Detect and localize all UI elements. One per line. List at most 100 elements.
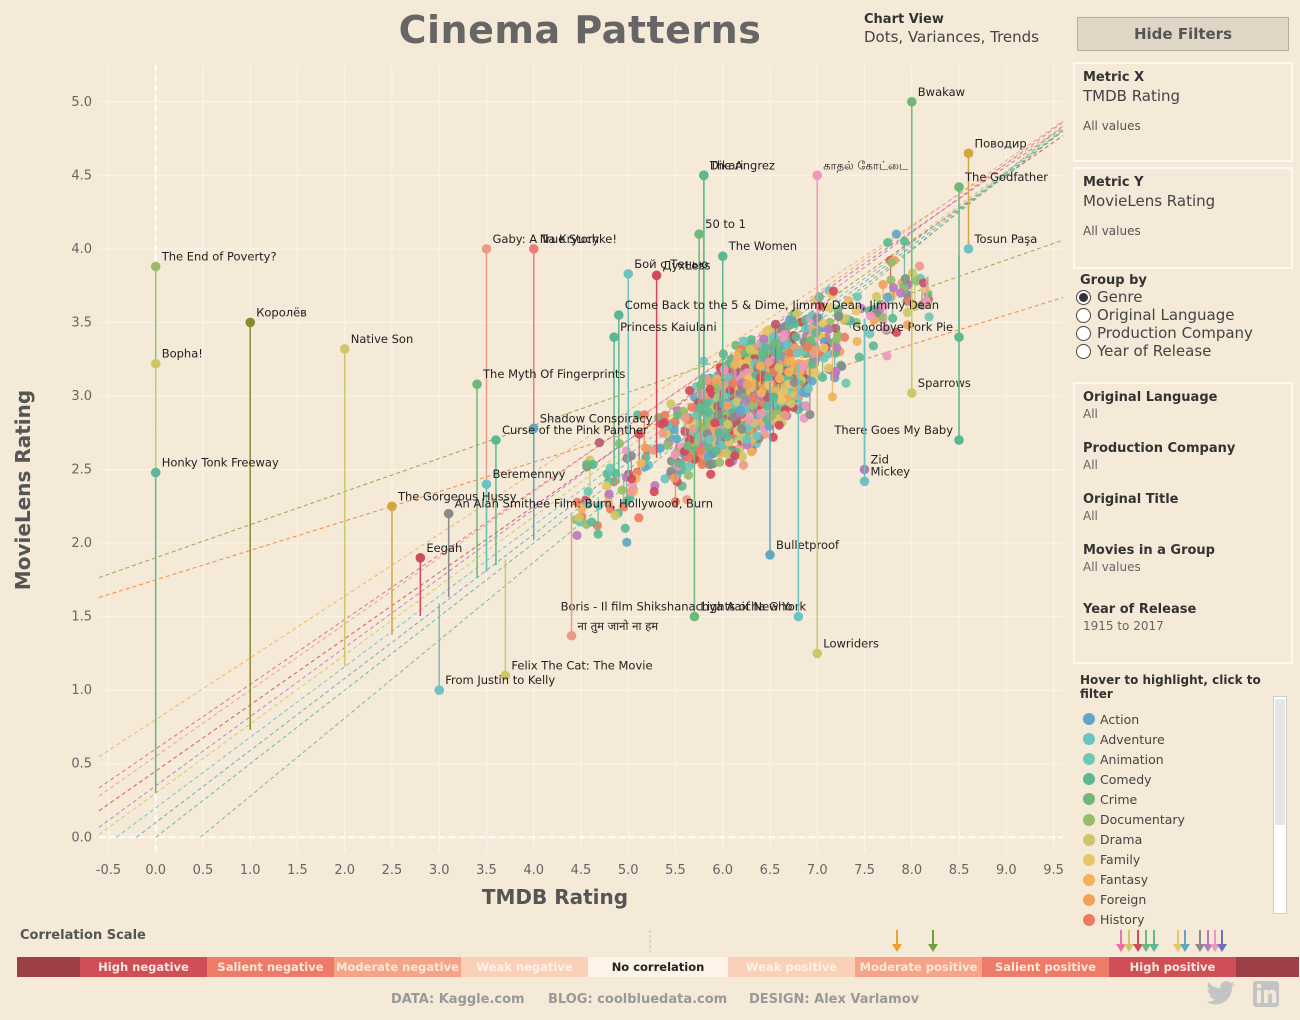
filter-production-company[interactable]: Production Company All	[1083, 441, 1236, 472]
data-point	[812, 170, 823, 181]
legend-item-animation[interactable]: Animation	[1083, 749, 1293, 769]
data-point	[746, 447, 757, 457]
data-point	[954, 182, 964, 192]
data-point	[896, 288, 906, 298]
filter-original-title[interactable]: Original Title All	[1083, 492, 1179, 523]
filter-movies-in-group[interactable]: Movies in a Group All values	[1083, 543, 1215, 574]
radio-icon[interactable]	[1076, 325, 1091, 341]
data-point	[666, 466, 676, 476]
metric-x-label: Metric X	[1083, 70, 1145, 85]
data-point	[911, 276, 922, 286]
point-label: Sparrows	[918, 376, 971, 390]
twitter-icon[interactable]	[1205, 980, 1237, 1008]
data-point	[823, 324, 833, 334]
data-point	[954, 435, 964, 445]
point-label: Gaby: A True Story	[492, 232, 599, 246]
point-label: Mickey	[871, 464, 911, 478]
metric-y-label: Metric Y	[1083, 175, 1144, 190]
point-label: There Goes My Baby	[833, 423, 953, 437]
correlation-arrow-head	[1116, 944, 1126, 952]
point-label: The Godfather	[964, 170, 1048, 184]
x-tick-label: 9.5	[1043, 863, 1064, 878]
filter-original-language[interactable]: Original Language All	[1083, 390, 1218, 421]
data-point	[710, 418, 720, 428]
scale-label: No correlation	[612, 960, 705, 974]
data-point	[666, 399, 676, 409]
data-point	[713, 410, 723, 420]
point-label: Королёв	[256, 305, 307, 319]
group-by-option-company[interactable]: Production Company	[1076, 324, 1291, 342]
group-by-option-genre[interactable]: Genre	[1076, 288, 1291, 306]
group-by-option-year[interactable]: Year of Release	[1076, 342, 1291, 360]
metric-y-sub[interactable]: All values	[1083, 224, 1141, 238]
chart-view-control[interactable]: Chart View Dots, Variances, Trends	[864, 12, 1039, 46]
point-label: Curse of the Pink Panther	[502, 423, 648, 437]
data-point	[801, 401, 811, 411]
data-point	[739, 336, 749, 346]
point-label: ना तुम जानो ना हम	[578, 619, 660, 634]
legend-swatch	[1083, 913, 1095, 926]
radio-icon[interactable]	[1076, 307, 1091, 323]
data-point	[807, 359, 818, 369]
data-point	[660, 410, 670, 420]
data-point	[626, 487, 636, 497]
legend-swatch	[1083, 773, 1095, 786]
scale-segment	[334, 957, 461, 977]
legend-item-comedy[interactable]: Comedy	[1083, 769, 1293, 789]
data-point	[900, 274, 911, 284]
data-point	[792, 308, 802, 318]
correlation-arrow-head	[1141, 944, 1151, 952]
point-label: Boris - Il film Shikshanachya Aaicha Gho	[561, 600, 793, 614]
metric-x-value[interactable]: TMDB Rating	[1083, 87, 1181, 105]
correlation-arrow-head	[1210, 944, 1220, 952]
scale-label: Weak positive	[746, 960, 837, 974]
radio-icon[interactable]	[1076, 343, 1091, 359]
metric-y-card[interactable]: Metric Y MovieLens Rating All values	[1073, 167, 1293, 269]
metric-x-sub[interactable]: All values	[1083, 119, 1141, 133]
data-point	[669, 473, 680, 483]
point-cloud	[571, 229, 934, 547]
legend-item-fantasy[interactable]: Fantasy	[1083, 870, 1293, 890]
data-point	[472, 379, 482, 390]
x-tick-label: 5.5	[665, 863, 686, 878]
data-point	[617, 485, 627, 495]
y-tick-label: 5.0	[71, 95, 92, 110]
chart-view-value[interactable]: Dots, Variances, Trends	[864, 28, 1039, 46]
data-point	[851, 306, 862, 316]
filter-year-of-release[interactable]: Year of Release 1915 to 2017	[1083, 602, 1197, 633]
legend-item-family[interactable]: Family	[1083, 850, 1293, 870]
data-point	[811, 328, 821, 338]
correlation-scale-title: Correlation Scale	[20, 928, 146, 943]
data-point	[742, 379, 752, 389]
legend-item-drama[interactable]: Drama	[1083, 830, 1293, 850]
legend-item-action[interactable]: Action	[1083, 709, 1293, 729]
legend-item-foreign[interactable]: Foreign	[1083, 890, 1293, 910]
group-by-option-language[interactable]: Original Language	[1076, 306, 1291, 324]
filter-card: Original Language All Production Company A…	[1073, 382, 1293, 664]
legend-item-history[interactable]: History	[1083, 910, 1293, 930]
legend-swatch	[1083, 873, 1095, 886]
data-point	[636, 458, 646, 468]
legend-item-documentary[interactable]: Documentary	[1083, 809, 1293, 829]
legend-item-crime[interactable]: Crime	[1083, 789, 1293, 809]
scale-label: Moderate positive	[860, 960, 978, 974]
data-point	[833, 305, 843, 315]
x-tick-label: 5.0	[618, 863, 639, 878]
metric-x-card[interactable]: Metric X TMDB Rating All values	[1073, 62, 1293, 162]
scrollbar-thumb[interactable]	[1275, 699, 1285, 825]
legend-item-adventure[interactable]: Adventure	[1083, 729, 1293, 749]
correlation-arrow-head	[928, 944, 938, 952]
data-point	[659, 417, 669, 428]
point-label: Tosun Paşa	[973, 232, 1037, 246]
data-point	[852, 292, 863, 302]
linkedin-icon[interactable]	[1252, 980, 1280, 1008]
data-point	[587, 517, 597, 527]
radio-selected-icon[interactable]	[1076, 289, 1091, 305]
hide-filters-button[interactable]: Hide Filters	[1077, 17, 1289, 51]
data-point	[697, 459, 707, 470]
data-point	[865, 329, 875, 339]
scale-segment	[17, 957, 80, 977]
x-tick-label: 6.5	[760, 863, 781, 878]
metric-y-value[interactable]: MovieLens Rating	[1083, 192, 1216, 210]
legend-scrollbar[interactable]	[1273, 696, 1287, 914]
